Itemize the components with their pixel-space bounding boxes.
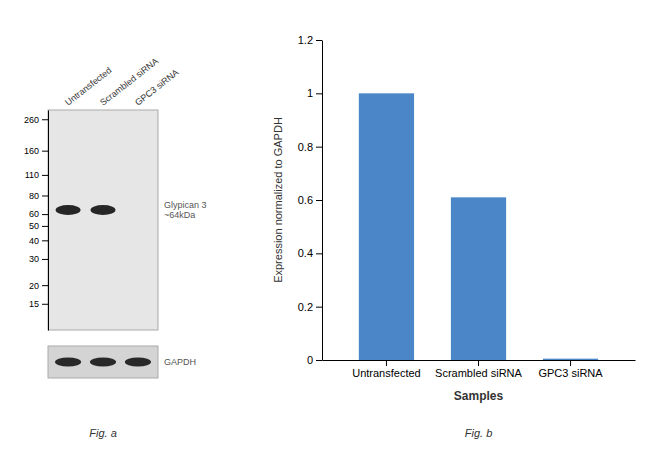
loading-control-band xyxy=(125,358,151,367)
panel-title: Fig. a xyxy=(89,427,117,439)
tick-mark xyxy=(316,93,322,94)
tick-mark xyxy=(478,360,479,366)
tick-label: 0 xyxy=(307,354,313,366)
tick-label: 60 xyxy=(29,209,39,219)
chart-root: 260 160 110 80 60 50 40 30 20 15 Untransfected Scra… xyxy=(0,0,650,451)
tick: 20 xyxy=(29,281,48,291)
tick-mark xyxy=(386,360,387,366)
tick-label: 260 xyxy=(24,115,39,125)
tick-label: 15 xyxy=(29,299,39,309)
annotation: GAPDH xyxy=(164,357,196,367)
tick: 160 xyxy=(24,146,48,156)
tick-label: 40 xyxy=(29,236,39,246)
tick: 260 xyxy=(24,115,48,125)
tick-label: 0.4 xyxy=(298,247,313,259)
y-axis-title: Expression normalized to GAPDH xyxy=(272,117,284,283)
lane-label: Scrambled siRNA xyxy=(98,56,160,108)
tick-label: 80 xyxy=(29,191,39,201)
tick: 30 xyxy=(29,254,48,264)
loading-control-strip xyxy=(48,346,158,378)
tick-mark xyxy=(42,151,48,152)
tick-mark xyxy=(316,307,322,308)
tick-mark xyxy=(42,259,48,260)
bar-panel: 0 0.2 0.4 0.6 0.8 1 1.2 Untransfected Scrambled … xyxy=(272,34,636,439)
tick-mark xyxy=(570,360,571,366)
x-axis: Untransfected Scrambled siRNA GPC3 siRNA xyxy=(323,360,636,379)
tick-mark xyxy=(42,175,48,176)
tick-mark xyxy=(316,253,322,254)
tick: 40 xyxy=(29,236,48,246)
band-label: Glypican 3~64kDa xyxy=(164,200,207,221)
tick: 110 xyxy=(25,170,48,180)
tick: 0.2 xyxy=(298,301,322,313)
tick-label: Untransfected xyxy=(352,367,420,379)
tick-mark xyxy=(316,360,322,361)
loading-control-band xyxy=(55,358,81,367)
tick: 50 xyxy=(29,221,48,231)
tick: 0 xyxy=(307,354,322,366)
tick-label: 0.6 xyxy=(298,194,313,206)
panel-title: Fig. b xyxy=(465,427,493,439)
tick-mark xyxy=(316,147,322,148)
bar xyxy=(451,197,506,360)
bar xyxy=(359,93,414,360)
tick-label: 160 xyxy=(24,146,39,156)
tick-mark xyxy=(42,285,48,286)
tick-label: GPC3 siRNA xyxy=(538,367,603,379)
tick-mark xyxy=(42,226,48,227)
tick-mark xyxy=(42,119,48,120)
bars xyxy=(359,93,598,360)
tick-label: 110 xyxy=(25,170,39,180)
tick: 1.2 xyxy=(298,34,322,46)
tick-label: 1 xyxy=(307,87,313,99)
axis-line xyxy=(48,111,49,331)
tick: 0.4 xyxy=(298,247,322,259)
tick-label: 30 xyxy=(29,254,39,264)
tick: GPC3 siRNA xyxy=(538,360,603,379)
tick: 15 xyxy=(29,299,48,309)
tick-mark xyxy=(42,195,48,196)
tick-mark xyxy=(42,304,48,305)
tick: Untransfected xyxy=(352,360,420,379)
tick-mark xyxy=(316,200,322,201)
loading-control-band xyxy=(90,358,116,367)
x-axis-title: Samples xyxy=(454,389,504,403)
tick-label: 0.2 xyxy=(298,301,313,313)
band xyxy=(91,205,116,215)
tick-label: 1.2 xyxy=(298,34,313,46)
tick-mark xyxy=(42,214,48,215)
bar xyxy=(543,359,598,360)
tick-label: 20 xyxy=(29,281,39,291)
tick-mark xyxy=(42,240,48,241)
tick: 1 xyxy=(307,87,322,99)
tick: 60 xyxy=(29,209,48,219)
blot-membrane xyxy=(48,110,158,330)
blot-panel: 26016011080605040302015UntransfectedScra… xyxy=(24,56,207,439)
tick-label: 50 xyxy=(29,221,39,231)
bands xyxy=(56,205,116,215)
tick-label: Scrambled siRNA xyxy=(435,367,522,379)
tick: Scrambled siRNA xyxy=(435,360,522,379)
lane-label: GPC3 siRNA xyxy=(133,67,181,107)
tick: 80 xyxy=(29,191,48,201)
band xyxy=(56,205,81,215)
ladder-axis: 260 160 110 80 60 50 40 30 20 15 xyxy=(24,111,49,331)
axis-line xyxy=(322,41,323,361)
tick-mark xyxy=(316,40,322,41)
tick: 0.8 xyxy=(298,141,322,153)
y-axis: 0 0.2 0.4 0.6 0.8 1 1.2 xyxy=(298,34,323,366)
tick-label: 0.8 xyxy=(298,141,313,153)
tick: 0.6 xyxy=(298,194,322,206)
